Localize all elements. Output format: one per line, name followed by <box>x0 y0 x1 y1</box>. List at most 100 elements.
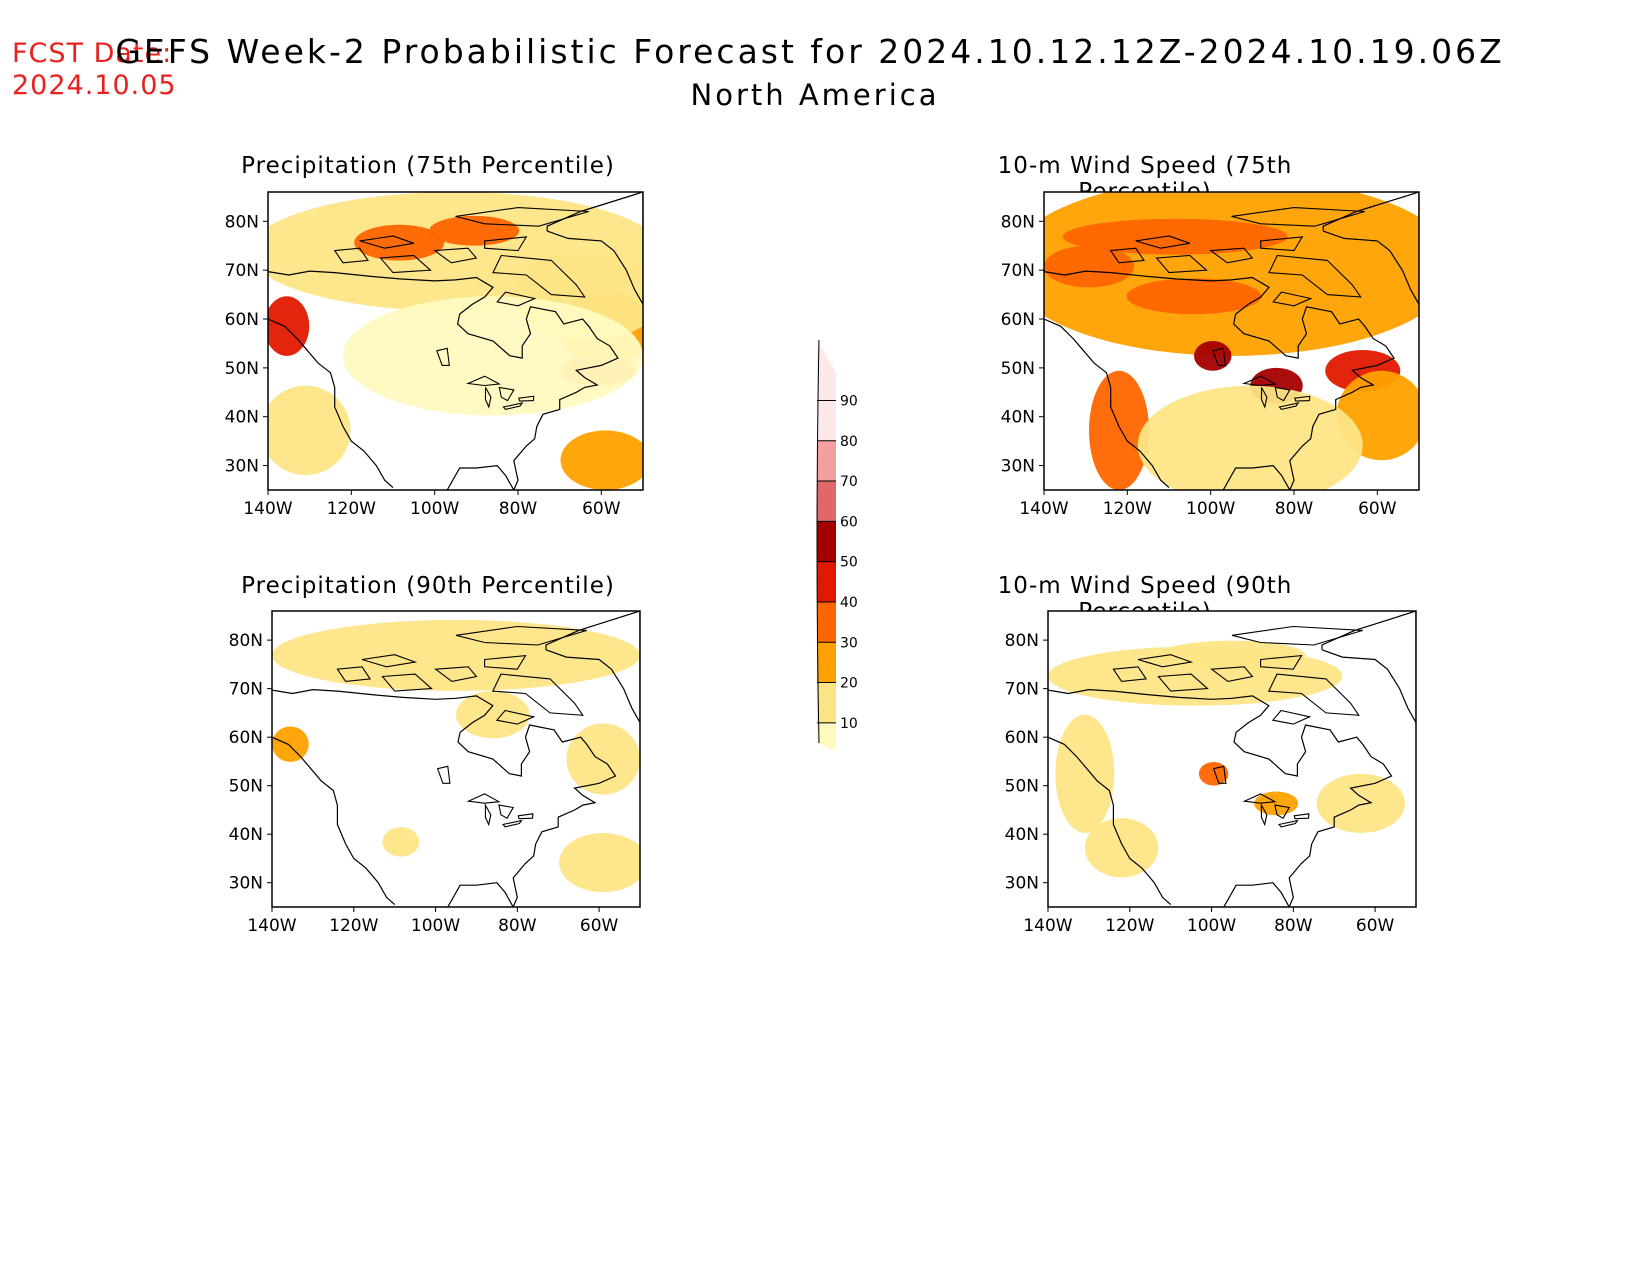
probability-contour <box>1254 791 1299 816</box>
probability-contour <box>456 690 530 739</box>
probability-field <box>268 192 643 490</box>
lon-tick-label: 60W <box>582 499 621 519</box>
colorbar-label: 10 <box>840 716 858 732</box>
lon-tick-label: 60W <box>1358 499 1397 519</box>
coastline-west <box>1048 736 1172 906</box>
lon-tick-label: 80W <box>498 916 537 936</box>
arctic-island <box>434 666 478 682</box>
colorbar-swatch <box>817 682 836 723</box>
lon-tick-label: 140W <box>1019 499 1068 519</box>
lon-tick-label: 80W <box>499 499 538 519</box>
map-frame <box>271 610 641 908</box>
colorbar-swatch <box>817 642 836 683</box>
colorbar-swatch <box>817 340 836 401</box>
arctic-island <box>1112 666 1148 682</box>
probability-contour <box>382 827 420 857</box>
lat-tick-label: 70N <box>229 680 263 700</box>
arctic-island <box>496 291 537 307</box>
coastline-west <box>268 318 394 489</box>
lake-outline <box>1274 386 1291 402</box>
coastlines <box>268 192 643 490</box>
coastline-greenland <box>546 192 643 306</box>
colorbar-swatch <box>817 440 836 482</box>
arctic-island <box>361 654 418 668</box>
lake-outline <box>1278 402 1300 411</box>
lon-tick-label: 140W <box>247 916 296 936</box>
lat-tick-label: 60N <box>225 310 259 330</box>
arctic-island <box>484 236 528 252</box>
probability-contour <box>1137 385 1363 490</box>
arctic-island <box>484 654 527 670</box>
lat-tick-label: 80N <box>225 212 259 232</box>
lake-outline <box>518 395 535 402</box>
probability-contour <box>559 833 640 893</box>
colorbar-swatch <box>817 481 836 522</box>
arctic-island <box>433 247 478 264</box>
arctic-island <box>455 625 587 646</box>
probability-contour <box>1126 278 1262 315</box>
probability-contour <box>1084 818 1159 878</box>
arctic-island <box>492 254 586 298</box>
lon-tick-label: 120W <box>1103 499 1152 519</box>
arctic-island <box>381 673 433 692</box>
lake-outline <box>1212 765 1227 784</box>
fcst-date: FCST Date: 2024.10.05 <box>12 38 177 102</box>
lat-tick-label: 30N <box>1001 457 1035 477</box>
arctic-island <box>336 666 372 682</box>
probability-contour <box>1055 714 1115 833</box>
lat-tick-label: 30N <box>1005 874 1039 894</box>
lat-tick-label: 40N <box>229 825 263 845</box>
arctic-island <box>1137 654 1194 668</box>
probability-contour <box>1044 245 1134 288</box>
coastline-east <box>272 688 617 907</box>
lat-tick-label: 50N <box>1001 359 1035 379</box>
probability-contour <box>560 430 643 490</box>
probability-field <box>272 619 640 893</box>
lake-outline <box>1274 804 1291 819</box>
lon-tick-label: 120W <box>329 916 378 936</box>
arctic-island <box>1267 673 1360 716</box>
probability-contour <box>343 296 643 416</box>
fcst-date-value: 2024.10.05 <box>12 70 177 101</box>
arctic-island <box>1271 709 1312 725</box>
lat-tick-label: 80N <box>229 631 263 651</box>
coastline-west <box>1044 318 1170 489</box>
colorbar-label: 90 <box>840 393 858 409</box>
probability-contour <box>354 224 445 261</box>
lake-outline <box>1242 793 1277 804</box>
probability-contour <box>1198 761 1229 786</box>
lon-tick-label: 100W <box>410 499 459 519</box>
lake-outline <box>517 813 534 820</box>
map-panel-wind-75: 80N 70N 60N 50N 40N 30N 140W 120W 100W 80W 60W <box>1001 191 1420 519</box>
lake-outline <box>1293 813 1310 820</box>
arctic-island <box>455 207 589 227</box>
colorbar: 10 20 30 40 50 60 70 80 90 <box>816 339 858 752</box>
colorbar-swatch <box>817 722 836 752</box>
arctic-island <box>1260 654 1303 670</box>
arctic-island <box>1272 291 1313 307</box>
lake-outline <box>466 793 501 804</box>
probability-contour <box>268 385 351 476</box>
arctic-island <box>333 247 369 264</box>
arctic-island <box>1135 235 1190 249</box>
probability-contour <box>272 619 640 691</box>
arctic-island <box>1231 207 1365 227</box>
lake-outline <box>1277 819 1299 828</box>
lake-outline <box>501 819 523 828</box>
lat-tick-label: 30N <box>229 874 263 894</box>
colorbar-swatch <box>817 601 836 643</box>
lake-outline <box>484 802 492 827</box>
arctic-island <box>359 235 414 249</box>
coastline-greenland <box>1322 192 1419 306</box>
lat-tick-label: 40N <box>1005 825 1039 845</box>
page-subtitle: North America <box>690 78 940 112</box>
colorbar-label: 80 <box>840 434 858 450</box>
lat-tick-label: 50N <box>225 359 259 379</box>
lat-tick-label: 50N <box>1005 777 1039 797</box>
colorbar-swatch <box>817 400 836 441</box>
lat-tick-label: 40N <box>1001 408 1035 428</box>
map-panel-precip-75: 80N 70N 60N 50N 40N 30N 140W 120W 100W 80W 60W <box>225 191 644 519</box>
lake-outline <box>1241 375 1278 387</box>
colorbar-label: 20 <box>840 676 858 692</box>
